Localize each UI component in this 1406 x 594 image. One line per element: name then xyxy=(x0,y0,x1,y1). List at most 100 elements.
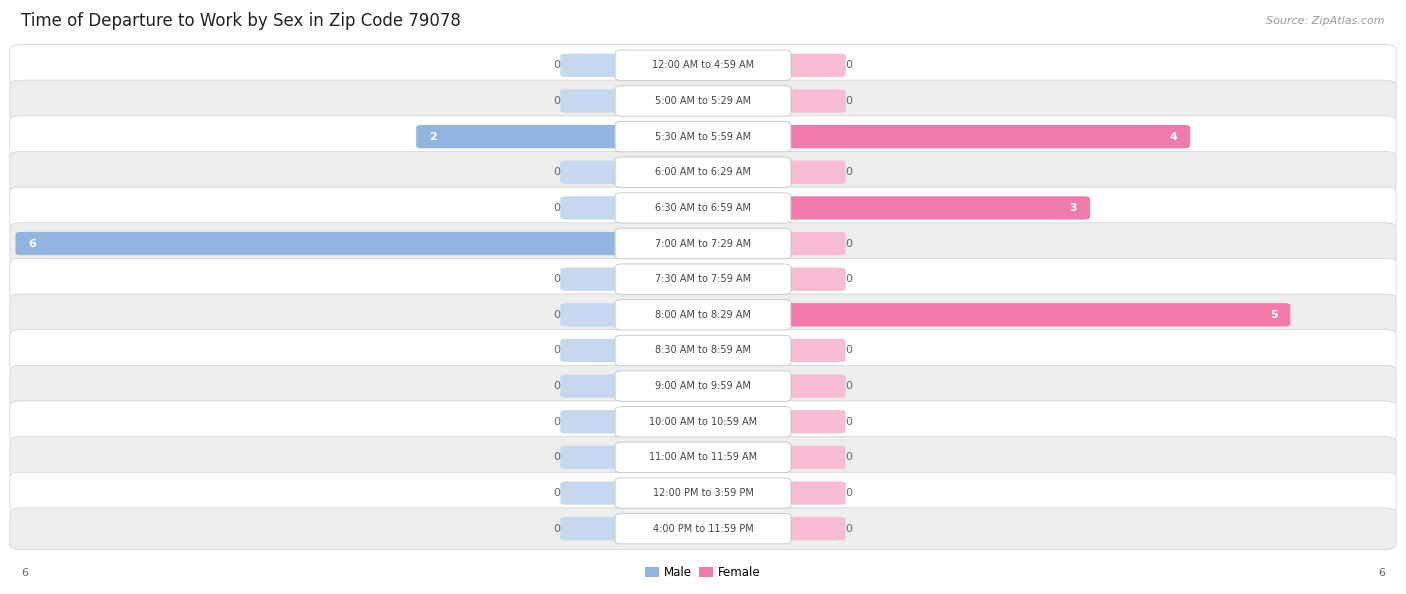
Text: 11:00 AM to 11:59 AM: 11:00 AM to 11:59 AM xyxy=(650,453,756,462)
FancyBboxPatch shape xyxy=(561,481,627,505)
FancyBboxPatch shape xyxy=(779,53,846,77)
Text: 5:00 AM to 5:29 AM: 5:00 AM to 5:29 AM xyxy=(655,96,751,106)
FancyBboxPatch shape xyxy=(561,410,627,434)
FancyBboxPatch shape xyxy=(779,374,846,398)
FancyBboxPatch shape xyxy=(779,196,1090,220)
FancyBboxPatch shape xyxy=(10,80,1396,122)
FancyBboxPatch shape xyxy=(10,472,1396,514)
Text: 0: 0 xyxy=(846,96,852,106)
FancyBboxPatch shape xyxy=(10,45,1396,86)
Text: 6:30 AM to 6:59 AM: 6:30 AM to 6:59 AM xyxy=(655,203,751,213)
FancyBboxPatch shape xyxy=(779,89,846,113)
FancyBboxPatch shape xyxy=(779,125,1191,148)
Text: 6: 6 xyxy=(28,239,37,248)
FancyBboxPatch shape xyxy=(616,157,790,188)
Text: 6: 6 xyxy=(21,568,28,578)
FancyBboxPatch shape xyxy=(616,513,790,544)
Text: 0: 0 xyxy=(846,417,852,426)
FancyBboxPatch shape xyxy=(10,294,1396,336)
FancyBboxPatch shape xyxy=(561,339,627,362)
Text: 4:00 PM to 11:59 PM: 4:00 PM to 11:59 PM xyxy=(652,524,754,533)
Text: 8:00 AM to 8:29 AM: 8:00 AM to 8:29 AM xyxy=(655,310,751,320)
FancyBboxPatch shape xyxy=(616,192,790,223)
FancyBboxPatch shape xyxy=(616,228,790,259)
Text: 0: 0 xyxy=(846,524,852,533)
FancyBboxPatch shape xyxy=(616,442,790,473)
Text: 0: 0 xyxy=(554,346,561,355)
Text: 0: 0 xyxy=(846,61,852,70)
Text: 7:30 AM to 7:59 AM: 7:30 AM to 7:59 AM xyxy=(655,274,751,284)
FancyBboxPatch shape xyxy=(561,303,627,327)
Text: 0: 0 xyxy=(554,417,561,426)
FancyBboxPatch shape xyxy=(616,478,790,508)
Text: 12:00 PM to 3:59 PM: 12:00 PM to 3:59 PM xyxy=(652,488,754,498)
FancyBboxPatch shape xyxy=(561,267,627,291)
Text: 0: 0 xyxy=(846,168,852,177)
FancyBboxPatch shape xyxy=(561,196,627,220)
FancyBboxPatch shape xyxy=(779,481,846,505)
FancyBboxPatch shape xyxy=(561,374,627,398)
FancyBboxPatch shape xyxy=(561,517,627,541)
Text: 0: 0 xyxy=(846,239,852,248)
Legend: Male, Female: Male, Female xyxy=(645,566,761,579)
Text: 6:00 AM to 6:29 AM: 6:00 AM to 6:29 AM xyxy=(655,168,751,177)
FancyBboxPatch shape xyxy=(561,160,627,184)
Text: 0: 0 xyxy=(554,453,561,462)
FancyBboxPatch shape xyxy=(10,365,1396,407)
FancyBboxPatch shape xyxy=(10,437,1396,478)
FancyBboxPatch shape xyxy=(561,53,627,77)
FancyBboxPatch shape xyxy=(616,50,790,81)
FancyBboxPatch shape xyxy=(616,264,790,295)
FancyBboxPatch shape xyxy=(10,187,1396,229)
FancyBboxPatch shape xyxy=(10,116,1396,157)
Text: Time of Departure to Work by Sex in Zip Code 79078: Time of Departure to Work by Sex in Zip … xyxy=(21,12,461,30)
FancyBboxPatch shape xyxy=(779,267,846,291)
FancyBboxPatch shape xyxy=(779,160,846,184)
FancyBboxPatch shape xyxy=(616,335,790,366)
FancyBboxPatch shape xyxy=(561,446,627,469)
FancyBboxPatch shape xyxy=(616,371,790,402)
Text: 0: 0 xyxy=(554,310,561,320)
FancyBboxPatch shape xyxy=(15,232,627,255)
Text: 0: 0 xyxy=(554,168,561,177)
FancyBboxPatch shape xyxy=(10,258,1396,300)
FancyBboxPatch shape xyxy=(616,121,790,152)
FancyBboxPatch shape xyxy=(616,406,790,437)
FancyBboxPatch shape xyxy=(779,446,846,469)
FancyBboxPatch shape xyxy=(10,401,1396,443)
FancyBboxPatch shape xyxy=(416,125,627,148)
Text: 12:00 AM to 4:59 AM: 12:00 AM to 4:59 AM xyxy=(652,61,754,70)
Text: 0: 0 xyxy=(554,96,561,106)
Text: 0: 0 xyxy=(846,453,852,462)
Text: 0: 0 xyxy=(554,381,561,391)
FancyBboxPatch shape xyxy=(779,517,846,541)
Text: 0: 0 xyxy=(846,346,852,355)
FancyBboxPatch shape xyxy=(10,151,1396,193)
Text: 2: 2 xyxy=(429,132,437,141)
FancyBboxPatch shape xyxy=(561,89,627,113)
Text: 0: 0 xyxy=(846,381,852,391)
FancyBboxPatch shape xyxy=(779,410,846,434)
Text: 0: 0 xyxy=(554,274,561,284)
FancyBboxPatch shape xyxy=(10,508,1396,549)
Text: 5:30 AM to 5:59 AM: 5:30 AM to 5:59 AM xyxy=(655,132,751,141)
FancyBboxPatch shape xyxy=(779,303,1291,327)
Text: 6: 6 xyxy=(1378,568,1385,578)
Text: 0: 0 xyxy=(846,488,852,498)
Text: Source: ZipAtlas.com: Source: ZipAtlas.com xyxy=(1267,16,1385,26)
Text: 7:00 AM to 7:29 AM: 7:00 AM to 7:29 AM xyxy=(655,239,751,248)
Text: 4: 4 xyxy=(1170,132,1178,141)
FancyBboxPatch shape xyxy=(10,223,1396,264)
Text: 5: 5 xyxy=(1270,310,1278,320)
Text: 0: 0 xyxy=(554,203,561,213)
FancyBboxPatch shape xyxy=(779,339,846,362)
Text: 0: 0 xyxy=(554,61,561,70)
Text: 0: 0 xyxy=(554,524,561,533)
Text: 0: 0 xyxy=(846,274,852,284)
Text: 9:00 AM to 9:59 AM: 9:00 AM to 9:59 AM xyxy=(655,381,751,391)
FancyBboxPatch shape xyxy=(616,86,790,116)
Text: 3: 3 xyxy=(1070,203,1077,213)
FancyBboxPatch shape xyxy=(10,330,1396,371)
FancyBboxPatch shape xyxy=(616,299,790,330)
FancyBboxPatch shape xyxy=(779,232,846,255)
